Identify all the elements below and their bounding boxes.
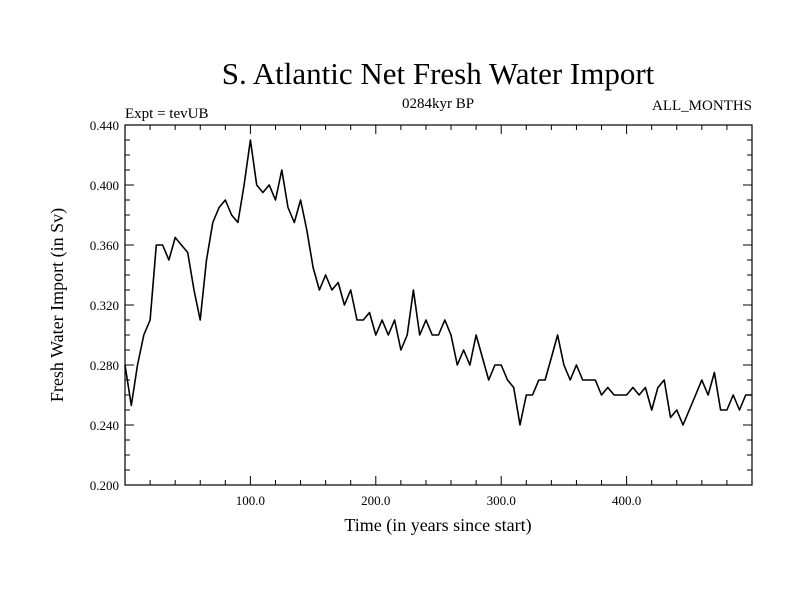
axis-ticks: [125, 125, 752, 485]
x-tick-label: 100.0: [236, 493, 265, 508]
x-tick-label: 200.0: [361, 493, 390, 508]
chart-title: S. Atlantic Net Fresh Water Import: [222, 56, 655, 91]
plot-area: 100.0 200.0 300.0 400.0 0.200 0.240 0.280 0.320…: [90, 118, 753, 508]
x-axis-label: Time (in years since start): [344, 515, 531, 536]
period-label: 0284kyr BP: [402, 96, 474, 112]
y-tick-label: 0.440: [90, 118, 119, 133]
x-tick-label: 400.0: [612, 493, 641, 508]
plot-frame: [124, 124, 753, 486]
months-label: ALL_MONTHS: [652, 98, 752, 114]
y-tick-label: 0.240: [90, 418, 119, 433]
y-tick-label: 0.400: [90, 178, 119, 193]
y-tick-label: 0.280: [90, 358, 119, 373]
y-tick-label: 0.360: [90, 238, 119, 253]
axis-tick-labels: 100.0 200.0 300.0 400.0 0.200 0.240 0.280 0.320…: [90, 118, 641, 508]
x-tick-label: 300.0: [487, 493, 516, 508]
series-line: [124, 139, 752, 426]
experiment-label: Expt = tevUB: [125, 106, 208, 122]
y-tick-label: 0.200: [90, 478, 119, 493]
y-axis-label: Fresh Water Import (in Sv): [47, 208, 68, 402]
y-tick-label: 0.320: [90, 298, 119, 313]
